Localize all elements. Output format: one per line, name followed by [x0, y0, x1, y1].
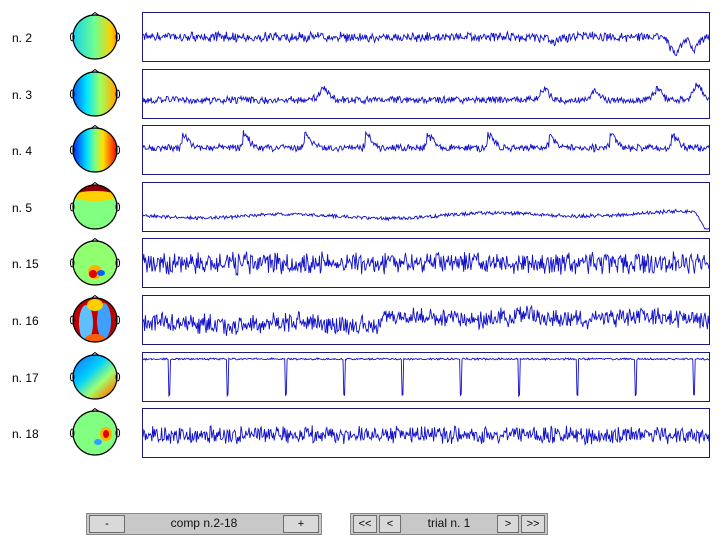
activity-trace-panel — [142, 125, 710, 176]
next-trial-button[interactable]: > — [497, 515, 519, 533]
activity-trace — [143, 30, 709, 56]
activity-trace — [143, 82, 709, 105]
map-5-icon — [69, 181, 121, 230]
component-label: n. 16 — [12, 314, 39, 328]
component-row: n. 5 — [0, 181, 723, 234]
component-label: n. 18 — [12, 427, 39, 442]
map-15-icon — [69, 238, 121, 286]
trace-line — [143, 130, 709, 154]
trace-line — [143, 356, 709, 398]
scalp-map[interactable] — [68, 181, 122, 234]
activity-trace — [143, 208, 709, 230]
activity-trace — [143, 251, 709, 277]
component-navigator: - comp n.2-18 + — [86, 513, 322, 535]
trace-line — [143, 304, 709, 336]
activity-trace-panel — [142, 12, 710, 62]
component-row: n. 16 — [0, 294, 723, 347]
trace-line — [143, 82, 709, 105]
scalp-map[interactable] — [68, 125, 122, 177]
prev-trial-button[interactable]: < — [379, 515, 401, 533]
trace-line — [143, 251, 709, 277]
activity-trace-panel — [142, 408, 710, 459]
component-row: n. 4 — [0, 125, 723, 177]
activity-trace-panel — [142, 238, 710, 289]
trace-line — [143, 208, 709, 230]
component-row: n. 18 — [0, 408, 723, 460]
activity-trace-panel — [142, 68, 710, 119]
trial-navigator: << < trial n. 1 > >> — [350, 513, 548, 535]
scalp-map[interactable] — [68, 11, 122, 64]
scalp-map[interactable] — [68, 408, 122, 460]
comp-plus-button[interactable]: + — [283, 515, 319, 533]
activity-trace-panel — [142, 181, 710, 232]
map-18-icon — [69, 408, 121, 456]
activity-trace — [143, 356, 709, 398]
component-label: n. 5 — [12, 200, 33, 215]
map-17-icon — [69, 351, 121, 400]
comp-minus-button[interactable]: - — [89, 515, 125, 533]
activity-trace — [143, 425, 709, 447]
trace-line — [143, 425, 709, 447]
activity-trace-panel — [142, 351, 710, 402]
component-row: n. 2 — [0, 11, 723, 64]
last-trial-button[interactable]: >> — [521, 515, 545, 533]
trace-line — [143, 30, 709, 56]
component-label: n. 15 — [12, 257, 39, 272]
component-label: n. 17 — [12, 370, 39, 385]
map-16-icon — [69, 294, 121, 343]
component-label: n. 3 — [12, 87, 33, 102]
scalp-map[interactable] — [68, 294, 122, 347]
component-row: n. 3 — [0, 68, 723, 121]
map-2-icon — [69, 11, 121, 60]
map-3-icon — [69, 68, 121, 117]
activity-trace-panel — [142, 295, 710, 345]
component-range-label: comp n.2-18 — [170, 516, 238, 530]
activity-trace — [143, 130, 709, 154]
scalp-map[interactable] — [68, 238, 122, 290]
map-4-icon — [69, 125, 121, 173]
first-trial-button[interactable]: << — [353, 515, 377, 533]
component-row: n. 17 — [0, 351, 723, 404]
scalp-map[interactable] — [68, 68, 122, 121]
activity-trace — [143, 304, 709, 336]
component-label: n. 4 — [12, 144, 33, 159]
component-label: n. 2 — [12, 31, 33, 45]
component-row: n. 15 — [0, 238, 723, 290]
trial-number-label: trial n. 1 — [427, 516, 471, 530]
scalp-map[interactable] — [68, 351, 122, 404]
